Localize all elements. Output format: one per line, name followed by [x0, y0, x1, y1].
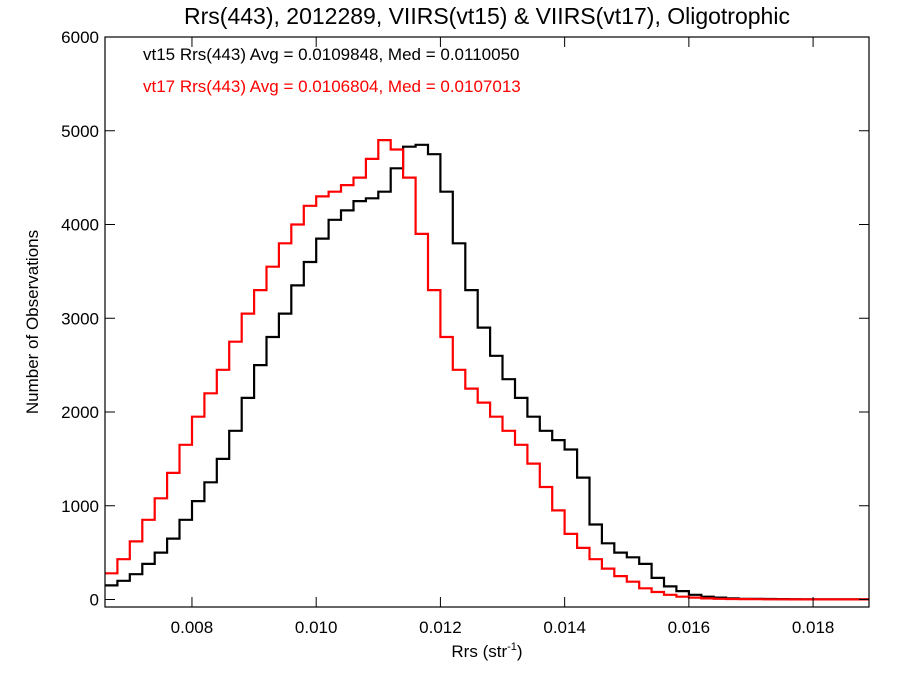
x-tick-label: 0.016 — [668, 618, 711, 637]
legend-entry-vt15: vt15 Rrs(443) Avg = 0.0109848, Med = 0.0… — [143, 45, 519, 64]
x-axis-label-superscript: -1 — [507, 641, 517, 653]
x-axis-label-close: ) — [517, 642, 523, 661]
x-axis-label-main: Rrs (str — [451, 642, 507, 661]
y-tick-label: 3000 — [61, 309, 99, 328]
series-line-vt17 — [105, 139, 869, 601]
x-axis-label: Rrs (str-1) — [451, 641, 522, 661]
y-tick-label: 6000 — [61, 28, 99, 47]
x-tick-label: 0.010 — [295, 618, 338, 637]
y-axis-label: Number of Observations — [23, 230, 42, 414]
series-line-vt15 — [105, 143, 869, 601]
y-tick-label: 4000 — [61, 216, 99, 235]
x-tick-label: 0.012 — [419, 618, 462, 637]
y-tick-label: 2000 — [61, 403, 99, 422]
y-tick-label: 1000 — [61, 497, 99, 516]
x-tick-label: 0.014 — [543, 618, 586, 637]
chart-title: Rrs(443), 2012289, VIIRS(vt15) & VIIRS(v… — [184, 3, 790, 29]
y-tick-label: 5000 — [61, 122, 99, 141]
x-tick-label: 0.008 — [171, 618, 214, 637]
plot-area — [105, 139, 869, 601]
legend-entry-vt17: vt17 Rrs(443) Avg = 0.0106804, Med = 0.0… — [143, 77, 521, 96]
x-tick-label: 0.018 — [792, 618, 835, 637]
plot-frame — [104, 36, 870, 608]
axis-ticks: 0.008 0.010 0.012 0.014 0.016 0.018 0 1000 2000 3… — [61, 28, 869, 637]
y-tick-label: 0 — [90, 591, 99, 610]
